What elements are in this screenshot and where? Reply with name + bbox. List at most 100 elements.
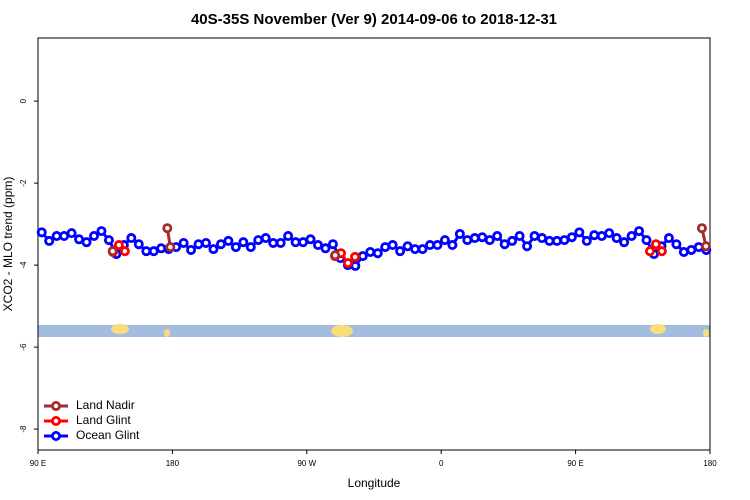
point: [305, 234, 316, 245]
point: [96, 226, 107, 237]
point: [417, 244, 428, 255]
point: [238, 237, 249, 248]
series: [36, 226, 712, 271]
point: [696, 223, 707, 234]
point: [327, 239, 338, 250]
point: [454, 228, 465, 239]
x-tick-label: 0: [439, 459, 444, 468]
y-tick-label: -6: [19, 343, 28, 351]
legend-label: Land Nadir: [76, 398, 135, 412]
point: [208, 244, 219, 255]
legend-entry: Land Nadir: [44, 398, 135, 412]
land-blob: [111, 324, 129, 334]
point: [439, 235, 450, 246]
land-blob: [650, 324, 666, 334]
legend-label: Ocean Glint: [76, 428, 140, 442]
point: [89, 231, 100, 242]
point: [350, 251, 361, 262]
point: [165, 242, 176, 253]
y-tick-label: -8: [19, 425, 28, 433]
y-axis-label: XCO2 - MLO trend (ppm): [1, 177, 15, 312]
point: [36, 227, 47, 238]
legend-entry: Land Glint: [44, 413, 131, 427]
point: [330, 250, 341, 261]
point: [193, 239, 204, 250]
point: [604, 228, 615, 239]
point: [551, 235, 562, 246]
y-tick-label: -4: [19, 261, 28, 269]
x-tick-label: 180: [703, 459, 717, 468]
land-blob: [164, 329, 170, 337]
point: [522, 241, 533, 252]
legend-label: Land Glint: [76, 413, 131, 427]
point: [156, 243, 167, 254]
point: [447, 240, 458, 251]
point: [656, 246, 667, 257]
point: [641, 235, 652, 246]
point: [395, 246, 406, 257]
x-tick-label: 90 E: [567, 459, 583, 468]
point: [589, 230, 600, 241]
point: [514, 231, 525, 242]
ocean-strip: [38, 325, 710, 337]
point: [484, 235, 495, 246]
y-tick-label: 0: [19, 98, 28, 103]
point: [162, 223, 173, 234]
point: [260, 233, 271, 244]
land-ocean-strip: [38, 324, 710, 337]
point: [644, 246, 655, 257]
point: [113, 240, 124, 251]
point: [103, 235, 114, 246]
point: [492, 231, 503, 242]
point: [432, 240, 443, 251]
point: [566, 232, 577, 243]
point: [119, 246, 130, 257]
land-blob: [703, 329, 709, 337]
point: [469, 233, 480, 244]
point: [581, 235, 592, 246]
point: [312, 240, 323, 251]
point: [650, 239, 661, 250]
point: [320, 243, 331, 254]
point: [133, 239, 144, 250]
series: [107, 223, 711, 261]
point: [178, 237, 189, 248]
point: [372, 248, 383, 259]
x-tick-label: 90 W: [297, 459, 316, 468]
point: [200, 237, 211, 248]
legend-marker: [51, 415, 62, 426]
point: [700, 241, 711, 252]
point: [626, 231, 637, 242]
point: [611, 233, 622, 244]
point: [126, 233, 137, 244]
point: [107, 246, 118, 257]
point: [387, 240, 398, 251]
land-blob: [331, 325, 353, 337]
x-axis-label: Longitude: [348, 476, 401, 490]
x-tick-label: 90 E: [30, 459, 46, 468]
legend-entry: Ocean Glint: [44, 428, 140, 442]
point: [634, 226, 645, 237]
chart-title: 40S-35S November (Ver 9) 2014-09-06 to 2…: [191, 11, 557, 28]
point: [507, 235, 518, 246]
point: [223, 235, 234, 246]
point: [499, 239, 510, 250]
point: [365, 246, 376, 257]
point: [671, 239, 682, 250]
point: [66, 228, 77, 239]
point: [245, 242, 256, 253]
point: [357, 251, 368, 262]
point: [343, 258, 354, 269]
point: [230, 242, 241, 253]
point: [81, 237, 92, 248]
point: [283, 231, 294, 242]
point: [619, 237, 630, 248]
point: [215, 239, 226, 250]
x-tick-label: 180: [166, 459, 180, 468]
point: [44, 235, 55, 246]
y-tick-label: -2: [19, 179, 28, 187]
point: [574, 227, 585, 238]
point: [275, 237, 286, 248]
legend-marker: [51, 430, 62, 441]
